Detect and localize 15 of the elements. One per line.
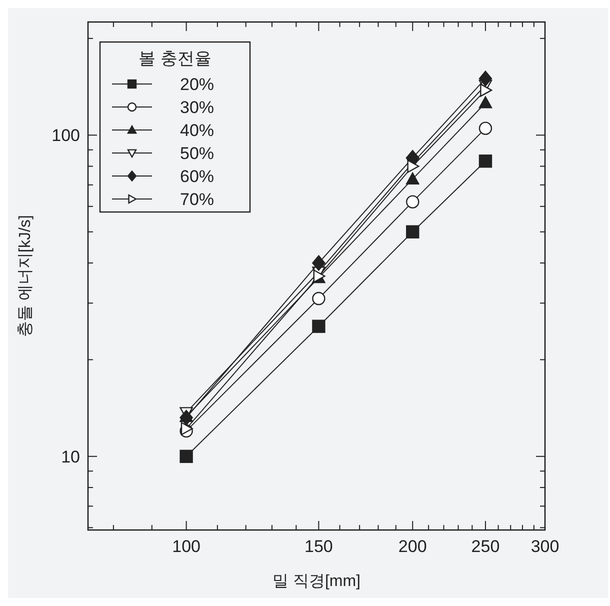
y-axis-title: 충돌 에너지[kJ/s]: [17, 215, 34, 337]
x-tick-label: 250: [471, 537, 500, 556]
x-tick-label: 200: [398, 537, 427, 556]
legend-label: 20%: [180, 74, 214, 94]
x-axis-title: 밀 직경[mm]: [272, 573, 360, 590]
legend-label: 30%: [180, 98, 214, 117]
legend-title: 볼 충전율: [138, 49, 212, 68]
legend-label: 40%: [180, 120, 214, 140]
x-tick-label: 100: [172, 537, 200, 556]
x-tick-label: 150: [304, 537, 333, 556]
legend-label: 50%: [180, 144, 214, 163]
legend-label: 70%: [180, 190, 214, 209]
y-tick-label: 10: [61, 447, 80, 466]
legend-label: 60%: [180, 166, 214, 186]
x-tick-label: 300: [530, 537, 560, 556]
